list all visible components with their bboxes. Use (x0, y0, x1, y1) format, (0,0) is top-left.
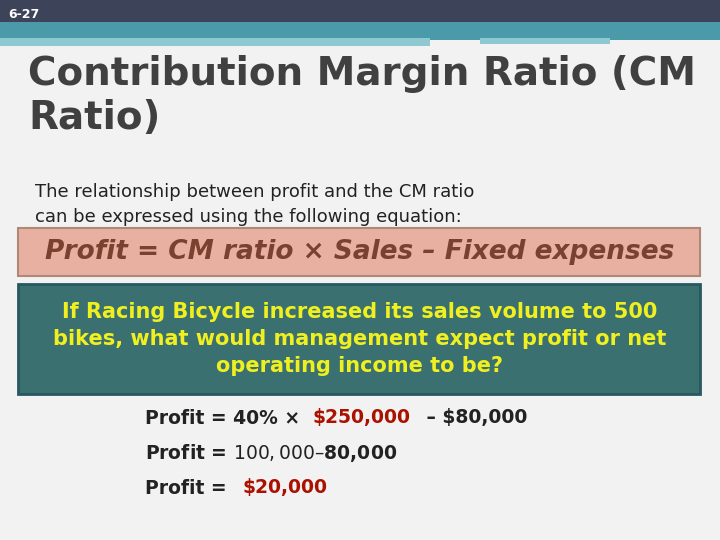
Text: The relationship between profit and the CM ratio
can be expressed using the foll: The relationship between profit and the … (35, 183, 474, 226)
Text: Profit =: Profit = (145, 478, 233, 497)
FancyBboxPatch shape (0, 38, 430, 46)
Text: 6-27: 6-27 (8, 8, 40, 21)
Text: Contribution Margin Ratio (CM
Ratio): Contribution Margin Ratio (CM Ratio) (28, 55, 696, 137)
Text: – $80,000: – $80,000 (420, 408, 527, 428)
Text: $250,000: $250,000 (313, 408, 411, 428)
FancyBboxPatch shape (0, 22, 720, 40)
Text: If Racing Bicycle increased its sales volume to 500
bikes, what would management: If Racing Bicycle increased its sales vo… (53, 302, 667, 376)
FancyBboxPatch shape (18, 284, 700, 394)
FancyBboxPatch shape (18, 228, 700, 276)
FancyBboxPatch shape (480, 38, 610, 44)
Text: $20,000: $20,000 (242, 478, 327, 497)
Text: Profit = CM ratio × Sales – Fixed expenses: Profit = CM ratio × Sales – Fixed expens… (45, 239, 675, 265)
Text: Profit = $100,000 – $80,000: Profit = $100,000 – $80,000 (145, 442, 397, 464)
Text: Profit = 40% ×: Profit = 40% × (145, 408, 307, 428)
FancyBboxPatch shape (0, 0, 720, 22)
